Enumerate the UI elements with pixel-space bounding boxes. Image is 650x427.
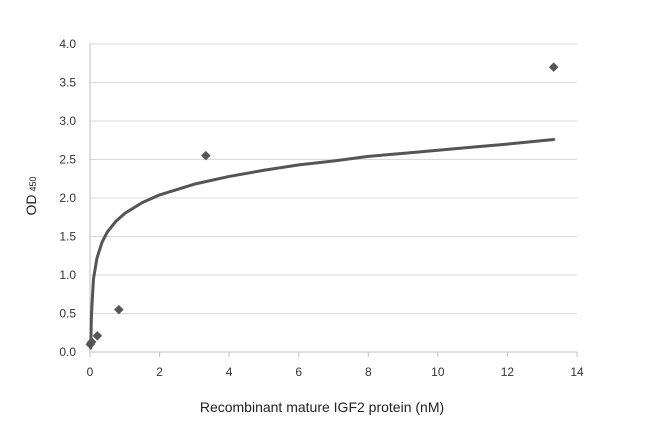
y-tick-label: 0.0	[59, 345, 76, 359]
x-tick-label: 14	[570, 365, 584, 379]
data-point	[200, 150, 211, 161]
y-axis-title-main: OD	[23, 195, 39, 216]
data-points	[85, 62, 559, 350]
y-tick-label: 3.0	[59, 114, 76, 128]
y-tick-label: 3.5	[59, 76, 76, 90]
x-tick-label: 10	[431, 365, 445, 379]
x-tick-label: 6	[295, 365, 302, 379]
y-tick-label: 1.0	[59, 268, 76, 282]
trendline	[89, 137, 556, 350]
y-tick-label: 0.5	[59, 307, 76, 321]
y-tick-label: 2.0	[59, 191, 76, 205]
data-point	[114, 304, 124, 315]
data-point	[548, 62, 559, 72]
y-axis-title: OD 450	[23, 176, 39, 215]
x-tick-label: 12	[501, 365, 515, 379]
gridlines	[90, 43, 577, 314]
y-tick-label: 2.5	[59, 153, 76, 167]
data-point	[86, 337, 97, 347]
x-axis-title: Recombinant mature IGF2 protein (nM)	[200, 399, 444, 415]
x-tick-label: 2	[156, 365, 163, 379]
y-tick-labels: 0.0 0.5 1.0 1.5 2.0 2.5 3.0 3.5 4.0	[59, 37, 76, 359]
data-point	[92, 330, 103, 341]
x-tick-labels: 0 2 4 6 8 10 12 14	[87, 365, 584, 379]
y-tick-label: 1.5	[59, 230, 76, 244]
y-axis-title-subscript: 450	[28, 176, 38, 191]
x-tick-label: 4	[226, 365, 233, 379]
trendline-group	[89, 137, 556, 350]
y-tick-label: 4.0	[59, 37, 76, 51]
x-tick-label: 0	[87, 365, 94, 379]
x-tick-label: 8	[365, 365, 372, 379]
axes	[89, 44, 578, 357]
